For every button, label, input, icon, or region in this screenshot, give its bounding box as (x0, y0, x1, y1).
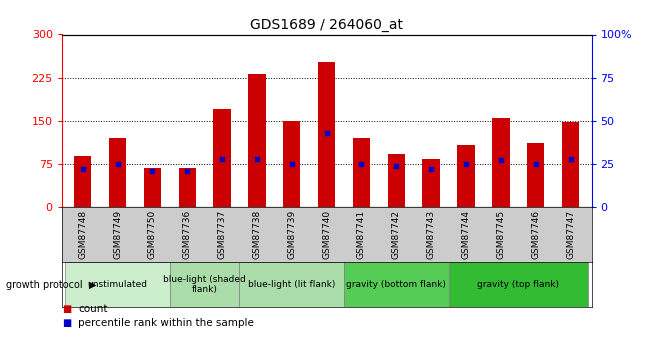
Point (252, 156, 262, 161)
Text: blue-light (lit flank): blue-light (lit flank) (248, 280, 335, 289)
Text: blue-light (shaded
flank): blue-light (shaded flank) (163, 275, 246, 294)
Point (356, 161, 367, 167)
Text: GSM87740: GSM87740 (322, 210, 331, 259)
Point (287, 161, 297, 167)
Bar (74, 156, 92, 207)
Text: GSM87741: GSM87741 (357, 210, 366, 259)
Text: GSM87747: GSM87747 (566, 210, 575, 259)
Bar (248, 73, 266, 207)
Text: GSM87744: GSM87744 (462, 210, 471, 259)
Text: GSM87746: GSM87746 (531, 210, 540, 259)
Bar (492, 118, 510, 207)
Text: ■: ■ (62, 304, 71, 314)
Point (112, 161, 123, 167)
Bar (458, 145, 474, 207)
Bar (213, 109, 231, 207)
Bar (283, 121, 300, 207)
Title: GDS1689 / 264060_at: GDS1689 / 264060_at (250, 18, 403, 32)
Point (321, 130, 332, 136)
Point (566, 156, 576, 161)
Bar (179, 168, 196, 207)
Bar (109, 138, 126, 207)
Bar (527, 142, 545, 207)
Point (217, 156, 228, 161)
Text: gravity (top flank): gravity (top flank) (477, 280, 559, 289)
Bar (344, 262, 448, 307)
Text: gravity (bottom flank): gravity (bottom flank) (346, 280, 447, 289)
Point (426, 166, 436, 172)
Text: GSM87742: GSM87742 (392, 210, 401, 259)
Bar (65, 262, 170, 307)
Bar (318, 62, 335, 207)
Text: GSM87736: GSM87736 (183, 210, 192, 259)
Bar (239, 262, 344, 307)
Point (77, 166, 88, 172)
Text: GSM87749: GSM87749 (113, 210, 122, 259)
Point (530, 161, 541, 167)
Text: GSM87737: GSM87737 (218, 210, 227, 259)
Text: GSM87748: GSM87748 (78, 210, 87, 259)
Bar (387, 154, 405, 207)
Text: GSM87739: GSM87739 (287, 210, 296, 259)
Text: GSM87745: GSM87745 (497, 210, 506, 259)
Point (461, 161, 471, 167)
Text: GSM87750: GSM87750 (148, 210, 157, 259)
Text: percentile rank within the sample: percentile rank within the sample (78, 318, 254, 327)
Text: growth protocol  ▶: growth protocol ▶ (6, 280, 97, 289)
Bar (448, 262, 588, 307)
Bar (422, 159, 440, 207)
Bar (562, 122, 579, 207)
Text: count: count (78, 304, 107, 314)
Point (147, 168, 157, 174)
Point (391, 163, 402, 168)
Bar (353, 138, 370, 207)
Bar (170, 262, 239, 307)
Text: GSM87743: GSM87743 (426, 210, 436, 259)
Text: ■: ■ (62, 318, 71, 327)
Text: GSM87738: GSM87738 (252, 210, 261, 259)
Bar (144, 168, 161, 207)
Text: unstimulated: unstimulated (88, 280, 148, 289)
Point (182, 168, 192, 174)
Point (496, 158, 506, 163)
